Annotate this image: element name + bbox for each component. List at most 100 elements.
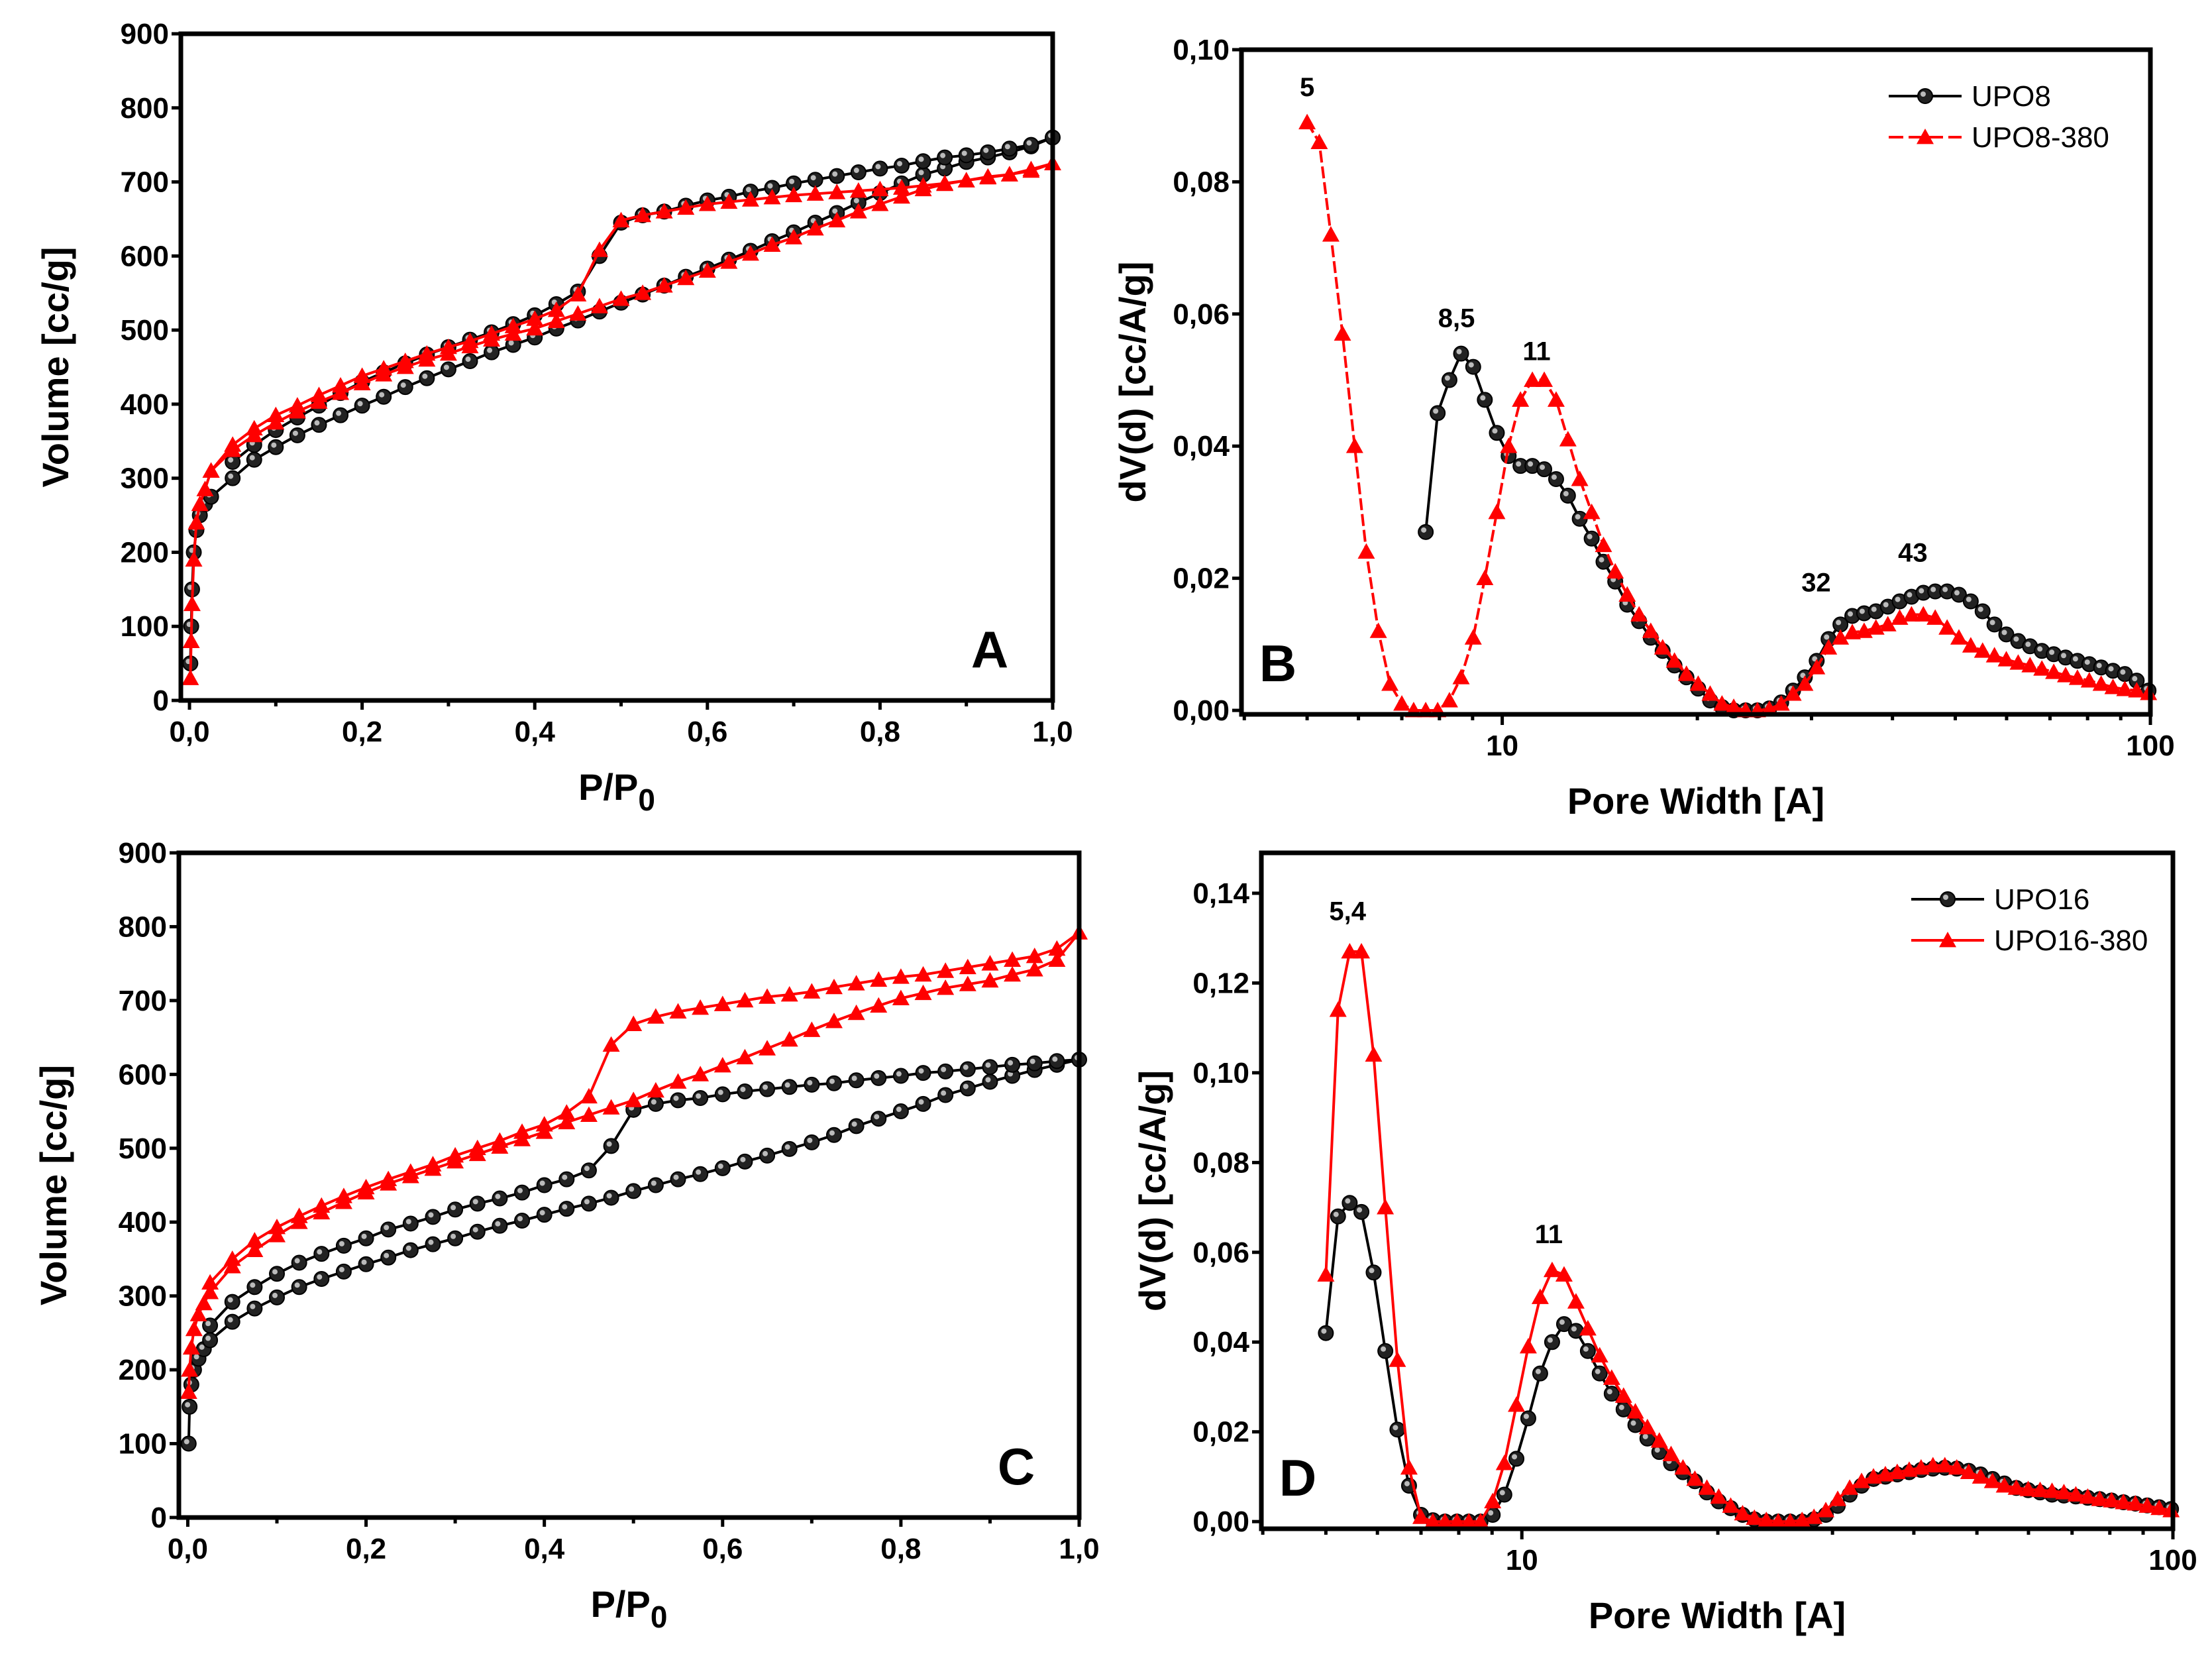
x-axis-title-text: Pore Width [A]: [1567, 780, 1824, 822]
y-tick-label: 0,00: [1192, 1506, 1249, 1538]
data-point: [2021, 657, 2039, 673]
data-point: [937, 149, 953, 166]
data-point: [268, 439, 284, 455]
data-point-highlight: [651, 1099, 657, 1105]
data-point: [335, 1237, 352, 1254]
data-point: [1004, 951, 1022, 967]
data-point-highlight: [767, 183, 773, 189]
data-point: [547, 301, 565, 317]
data-point: [246, 1232, 264, 1248]
data-point-highlight: [249, 455, 255, 461]
x-tick-label: 0,8: [860, 716, 900, 748]
data-point: [2091, 1490, 2109, 1506]
data-point: [580, 1195, 597, 1212]
data-point-highlight: [717, 1163, 723, 1169]
data-point-highlight: [851, 1121, 857, 1127]
data-point-highlight: [1824, 634, 1830, 640]
y-tick-label: 0,06: [1192, 1237, 1249, 1269]
data-point-highlight: [1587, 533, 1593, 539]
data-point: [1591, 1365, 1608, 1382]
x-tick-label: 0,4: [524, 1533, 565, 1565]
data-point: [424, 1156, 442, 1172]
chart-panel-b: 0,00 0,02 0,04 0,06 0,08 0,10 10 100 Pore Width …: [1112, 34, 2175, 822]
data-point: [202, 1332, 219, 1349]
data-point: [981, 955, 999, 971]
data-point: [713, 1056, 731, 1073]
data-point: [1796, 675, 1814, 691]
y-tick-label: 300: [119, 1280, 167, 1313]
data-point: [1614, 1387, 1632, 1403]
x-axis-title: Pore Width [A]: [1589, 1594, 1846, 1636]
data-point: [714, 1160, 731, 1176]
y-tick-label: 400: [121, 388, 169, 421]
data-point: [1995, 1476, 2013, 1493]
data-point: [1844, 624, 1862, 639]
data-point: [850, 164, 867, 181]
data-point: [959, 1061, 976, 1077]
data-point-highlight: [294, 1258, 300, 1264]
data-point-highlight: [472, 1227, 478, 1233]
data-point-highlight: [807, 1079, 813, 1085]
data-point-highlight: [422, 373, 428, 379]
data-point: [547, 312, 565, 329]
data-point: [1654, 639, 1671, 655]
x-axis-title-subscript: 0: [651, 1600, 668, 1634]
x-tick-label: 10: [1506, 1544, 1538, 1576]
x-tick-label: 0,0: [168, 1533, 208, 1565]
data-point-highlight: [606, 1193, 612, 1199]
series-line: [187, 931, 1080, 1392]
data-point: [848, 1118, 865, 1134]
data-point: [1460, 1513, 1478, 1529]
data-point: [1495, 1455, 1513, 1470]
y-tick-label: 700: [121, 166, 169, 199]
data-point-highlight: [1871, 606, 1877, 612]
y-tick-label: 0,04: [1173, 430, 1230, 463]
data-point: [1725, 698, 1743, 714]
data-point: [1595, 536, 1612, 553]
data-point-highlight: [651, 1180, 657, 1186]
data-point-highlight: [832, 171, 838, 177]
data-point-highlight: [336, 410, 342, 416]
peak-annotation: 11: [1522, 337, 1550, 366]
y-tick-label: 800: [119, 911, 167, 943]
data-point-highlight: [2025, 641, 2031, 647]
data-point: [982, 1074, 998, 1090]
data-point: [558, 1104, 576, 1120]
data-point-highlight: [228, 457, 234, 463]
peak-annotation: 32: [1801, 569, 1831, 598]
data-point: [1453, 345, 1469, 362]
data-point: [698, 262, 716, 278]
chart-panel-a: 0 100 200 300 400 500 600 700 800 900 0,0 0,2 0,4 0,6…: [34, 18, 1073, 817]
data-point: [692, 1166, 709, 1182]
data-point: [1389, 1421, 1406, 1438]
data-point: [183, 595, 201, 612]
data-point-highlight: [584, 1199, 590, 1205]
data-point-highlight: [495, 1193, 501, 1199]
data-point-highlight: [517, 1187, 523, 1193]
data-point-highlight: [1499, 1490, 1505, 1496]
data-point-highlight: [985, 1077, 991, 1083]
legend-marker: [1939, 932, 1956, 948]
data-point-highlight: [1919, 588, 1924, 594]
data-point: [1489, 425, 1505, 441]
data-point-highlight: [1942, 586, 1948, 592]
y-tick-label: 0: [153, 685, 169, 717]
data-point: [825, 978, 843, 995]
data-point: [1686, 1470, 1704, 1486]
data-point: [892, 1103, 909, 1120]
data-point: [1567, 1323, 1584, 1339]
data-point: [2045, 663, 2063, 679]
y-tick-label: 500: [119, 1132, 167, 1165]
data-point-highlight: [1393, 1425, 1398, 1431]
y-tick-label: 500: [121, 314, 169, 347]
data-point: [1329, 1001, 1347, 1017]
data-point-highlight: [2049, 649, 2055, 655]
data-point: [1049, 1053, 1065, 1070]
data-point: [2033, 660, 2051, 676]
data-point: [380, 1170, 397, 1186]
data-point: [2128, 682, 2146, 698]
data-point: [419, 370, 435, 386]
data-point-highlight: [2096, 663, 2102, 669]
data-point: [759, 1147, 776, 1164]
data-point: [759, 1081, 776, 1097]
